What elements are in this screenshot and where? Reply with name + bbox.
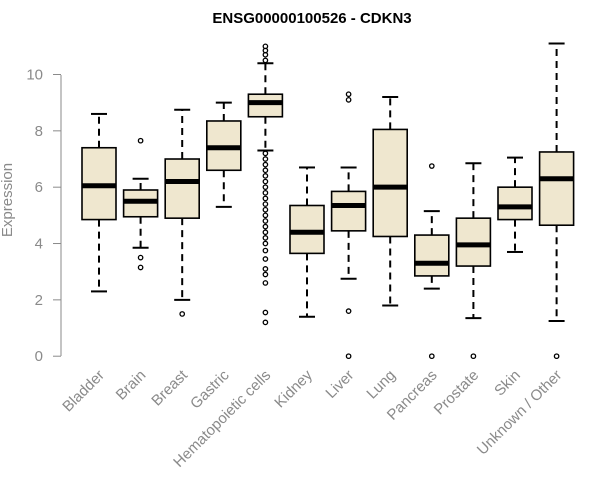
- y-tick-label: 0: [35, 348, 43, 365]
- outlier-point: [137, 137, 144, 144]
- outlier-point: [262, 319, 269, 326]
- box-5: [289, 166, 325, 318]
- outlier-point: [345, 308, 352, 314]
- x-tick-label: Breast: [148, 366, 191, 409]
- x-tick-label: Prostate: [431, 367, 483, 419]
- box-iqr: [455, 217, 492, 267]
- outlier-point: [470, 353, 477, 360]
- x-tick-label: Kidney: [271, 366, 316, 411]
- box-0: [81, 112, 117, 293]
- box-iqr: [538, 151, 575, 227]
- outlier-point: [262, 266, 269, 272]
- box-iqr: [413, 234, 450, 277]
- outlier-point: [262, 206, 269, 213]
- outlier-point: [262, 309, 269, 316]
- x-tick-label: Lung: [363, 367, 399, 403]
- y-tick-label: 8: [35, 123, 43, 140]
- outlier-point: [345, 91, 352, 98]
- x-tick-label: Skin: [491, 367, 524, 400]
- box-9: [455, 162, 492, 360]
- outlier-point: [262, 218, 269, 224]
- box-iqr: [372, 128, 409, 238]
- outlier-point: [262, 57, 269, 64]
- y-axis-label: Expression: [0, 163, 16, 237]
- outlier-point: [262, 150, 269, 157]
- y-tick-label: 4: [35, 236, 43, 253]
- outlier-point: [262, 156, 269, 162]
- y-axis-ticks: 0 2 4 6 8 10: [26, 67, 61, 365]
- outlier-point: [262, 43, 269, 50]
- outlier-point: [345, 97, 352, 103]
- outlier-point: [262, 212, 269, 219]
- y-tick-label: 6: [35, 179, 43, 196]
- box-3: [206, 101, 242, 208]
- box-4: [247, 43, 284, 326]
- box-iqr: [164, 158, 200, 219]
- box-iqr: [289, 204, 325, 255]
- x-tick-label: Liver: [322, 367, 357, 402]
- outlier-point: [262, 161, 269, 168]
- outlier-point: [553, 353, 560, 360]
- outlier-point: [262, 178, 269, 185]
- outlier-point: [262, 280, 269, 286]
- outlier-point: [262, 184, 269, 191]
- box-10: [497, 156, 533, 253]
- box-iqr: [497, 186, 533, 221]
- outlier-point: [137, 264, 144, 271]
- outlier-point: [262, 235, 269, 241]
- outlier-point: [262, 229, 269, 236]
- y-tick-label: 10: [26, 67, 43, 84]
- outlier-point: [262, 189, 269, 196]
- box-6: [330, 91, 367, 360]
- outlier-point: [262, 195, 269, 202]
- outlier-point: [262, 167, 269, 174]
- outlier-point: [428, 353, 435, 360]
- box-iqr: [330, 190, 367, 232]
- box-11: [538, 42, 575, 360]
- box-1: [122, 137, 159, 271]
- outlier-point: [262, 247, 269, 254]
- outlier-point: [262, 201, 269, 207]
- box-iqr: [247, 93, 284, 118]
- y-tick-label: 2: [35, 292, 43, 309]
- outlier-point: [428, 163, 435, 169]
- box-8: [413, 163, 450, 360]
- x-tick-label: Bladder: [59, 367, 108, 416]
- box-2: [164, 108, 200, 317]
- boxes-group: [81, 42, 575, 360]
- outlier-point: [262, 271, 269, 278]
- outlier-point: [262, 223, 269, 230]
- outlier-point: [179, 311, 186, 317]
- outlier-point: [262, 256, 269, 262]
- chart-title: ENSG00000100526 - CDKN3: [212, 10, 411, 27]
- outlier-point: [345, 353, 352, 360]
- box-7: [372, 96, 409, 307]
- x-tick-label: Brain: [113, 367, 150, 404]
- outlier-point: [262, 173, 269, 179]
- outlier-point: [262, 240, 269, 247]
- outlier-point: [137, 254, 144, 261]
